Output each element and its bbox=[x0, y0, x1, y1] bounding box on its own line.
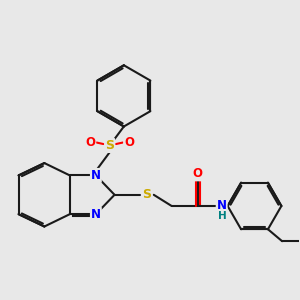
Text: O: O bbox=[85, 136, 95, 149]
Text: O: O bbox=[193, 167, 203, 180]
Text: N: N bbox=[91, 208, 101, 221]
Text: H: H bbox=[218, 212, 227, 221]
Text: S: S bbox=[105, 139, 114, 152]
Text: N: N bbox=[91, 169, 101, 182]
Text: O: O bbox=[124, 136, 134, 149]
Text: N: N bbox=[217, 200, 227, 212]
Text: S: S bbox=[142, 188, 152, 201]
